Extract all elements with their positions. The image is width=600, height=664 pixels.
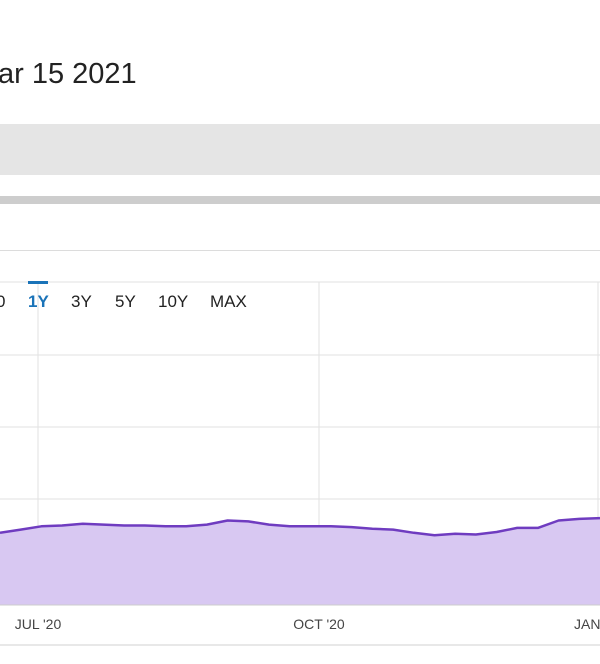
active-range-indicator [28, 281, 48, 284]
x-tick-label: JAN [574, 616, 600, 632]
range-button-6m[interactable]: 0 [0, 292, 6, 311]
x-tick-label: JUL '20 [15, 616, 62, 632]
range-button-10y[interactable]: 10Y [158, 292, 189, 311]
divider [0, 250, 600, 251]
range-button-1y[interactable]: 1Y [28, 292, 49, 311]
chart-area-fill [0, 518, 600, 605]
chart-series-line [0, 516, 600, 537]
toolbar-placeholder [0, 124, 600, 175]
range-button-3y[interactable]: 3Y [71, 292, 92, 311]
page-title: ar 15 2021 [0, 58, 137, 90]
divider [0, 196, 600, 204]
range-button-5y[interactable]: 5Y [115, 292, 136, 311]
range-button-max[interactable]: MAX [210, 292, 247, 311]
x-tick-label: OCT '20 [293, 616, 345, 632]
